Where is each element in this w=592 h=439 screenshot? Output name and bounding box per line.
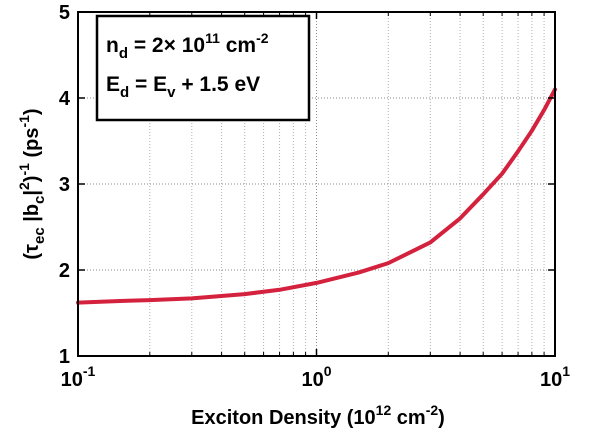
x-tick-label: 100 bbox=[301, 363, 331, 391]
legend-eq: = 2× 10 bbox=[128, 34, 205, 57]
legend-e: E bbox=[106, 73, 120, 96]
ylabel-sub2: c bbox=[31, 196, 48, 204]
y-tick-label: 4 bbox=[59, 88, 71, 110]
y-tick-label: 1 bbox=[59, 346, 70, 368]
legend-exp: 11 bbox=[205, 30, 220, 46]
x-tick-exp: 0 bbox=[324, 363, 332, 379]
legend-n-sub: d bbox=[119, 45, 128, 62]
legend-rest: + 1.5 eV bbox=[175, 73, 260, 96]
ylabel-sup1: 2 bbox=[16, 182, 32, 190]
x-tick-exp: -1 bbox=[83, 363, 96, 379]
x-tick-base: 10 bbox=[301, 369, 323, 391]
legend-unit: cm bbox=[220, 34, 256, 57]
xlabel-main: Exciton Density (10 bbox=[191, 407, 376, 429]
ylabel-mid2: | bbox=[21, 190, 43, 196]
legend-box bbox=[95, 14, 311, 122]
series-line bbox=[76, 87, 557, 305]
y-axis-label: (τec |bc|2)-1 (ps-1) bbox=[16, 108, 48, 259]
xlabel-end: ) bbox=[438, 407, 445, 429]
curve-layer bbox=[76, 87, 557, 305]
legend-n: n bbox=[106, 34, 119, 57]
legend: nd = 2× 1011 cm-2 Ed = Ev + 1.5 eV bbox=[95, 14, 311, 122]
ylabel-sup2: -1 bbox=[16, 163, 32, 176]
legend-v-sub: v bbox=[167, 84, 176, 101]
y-tick-label: 5 bbox=[59, 2, 70, 24]
x-tick-label: 101 bbox=[540, 363, 570, 391]
xlabel-exp2: -2 bbox=[426, 402, 439, 418]
xlabel-mid: cm bbox=[391, 407, 425, 429]
legend-line-2: Ed = Ev + 1.5 eV bbox=[106, 73, 260, 101]
ylabel-end: (ps bbox=[21, 128, 43, 164]
x-tick-base: 10 bbox=[540, 369, 562, 391]
x-tick-base: 10 bbox=[61, 369, 83, 391]
ylabel-mid3: ) bbox=[21, 176, 43, 183]
legend-eq2: = E bbox=[129, 73, 167, 96]
xlabel-exp1: 12 bbox=[376, 402, 392, 418]
legend-unit-exp: -2 bbox=[256, 30, 269, 46]
ylabel-mid1: |b bbox=[21, 204, 43, 227]
legend-e-sub: d bbox=[120, 84, 129, 101]
legend-line-1: nd = 2× 1011 cm-2 bbox=[106, 30, 269, 62]
ylabel-sup3: -1 bbox=[16, 115, 32, 128]
x-tick-label: 10-1 bbox=[61, 363, 96, 391]
ylabel-sub1: ec bbox=[31, 227, 48, 244]
y-tick-label: 3 bbox=[59, 174, 70, 196]
ylabel-open: (τ bbox=[21, 244, 43, 260]
x-tick-exp: 1 bbox=[562, 363, 570, 379]
ylabel-close: ) bbox=[21, 108, 43, 115]
x-axis-label: Exciton Density (1012 cm-2) bbox=[191, 402, 445, 429]
y-tick-label: 2 bbox=[59, 260, 70, 282]
